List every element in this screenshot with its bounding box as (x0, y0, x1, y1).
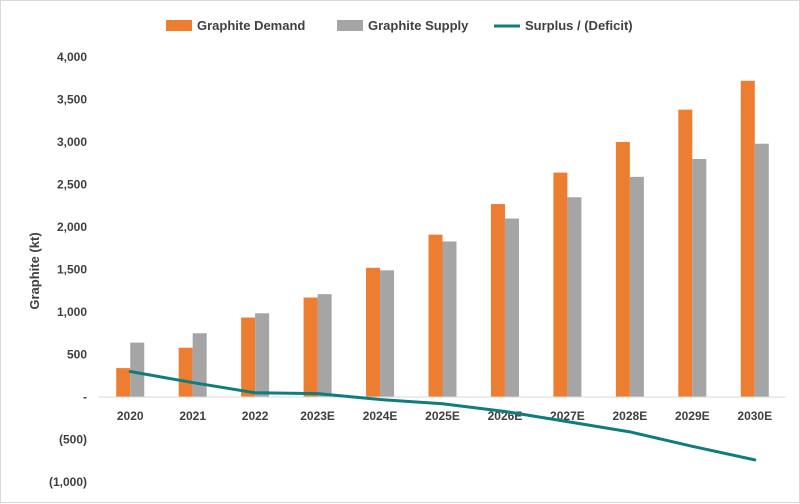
bar-supply (380, 270, 395, 397)
x-tick-label: 2024E (363, 409, 398, 423)
bar-demand (490, 204, 505, 397)
x-tick-label: 2021 (179, 409, 206, 423)
bar-demand (740, 80, 755, 398)
bar-demand (553, 172, 568, 397)
legend-label-supply: Graphite Supply (368, 18, 469, 33)
y-tick-label: (500) (59, 433, 87, 447)
surplus-deficit-line (128, 370, 757, 462)
legend: Graphite Demand Graphite Supply Surplus … (166, 18, 633, 33)
bar-demand (303, 297, 318, 397)
y-axis-ticks: (1,000) (500) - 500 1,000 1,500 2,000 2,500 3,00… (49, 50, 87, 489)
y-tick-label: (1,000) (49, 475, 87, 489)
bars (116, 80, 769, 398)
x-tick-label: 2028E (613, 409, 648, 423)
bar-supply (442, 241, 457, 397)
y-tick-label: 2,000 (57, 220, 87, 234)
x-axis-ticks: 2020 2021 2022 2023E 2024E 2025E 2026E 2027E 202… (117, 409, 772, 423)
bar-demand (241, 317, 256, 397)
legend-label-surplus: Surplus / (Deficit) (525, 18, 633, 33)
y-tick-label: 1,000 (57, 305, 87, 319)
x-tick-label: 2029E (675, 409, 710, 423)
bar-demand (428, 234, 443, 397)
bar-supply (192, 333, 207, 397)
bar-demand (116, 368, 131, 397)
bar-supply (629, 176, 644, 397)
legend-swatch-demand (166, 20, 192, 31)
bar-demand (615, 142, 630, 397)
bar-supply (130, 342, 145, 397)
bar-supply (317, 294, 332, 397)
bar-demand (678, 109, 693, 397)
bar-supply (754, 143, 769, 397)
bar-supply (692, 159, 707, 397)
x-tick-label: 2023E (300, 409, 335, 423)
y-tick-label: 500 (67, 348, 87, 362)
y-tick-label: - (83, 390, 87, 404)
legend-label-demand: Graphite Demand (197, 18, 305, 33)
x-tick-label: 2030E (737, 409, 772, 423)
bar-supply (255, 313, 270, 397)
y-tick-label: 3,000 (57, 135, 87, 149)
y-tick-label: 4,000 (57, 50, 87, 64)
x-tick-label: 2020 (117, 409, 144, 423)
x-tick-label: 2022 (242, 409, 269, 423)
surplus-line-layer (128, 370, 757, 462)
legend-swatch-supply (337, 20, 363, 31)
y-axis-title: Graphite (kt) (27, 232, 42, 309)
y-tick-label: 1,500 (57, 263, 87, 277)
y-tick-label: 3,500 (57, 93, 87, 107)
bar-supply (567, 197, 582, 397)
bar-demand (366, 267, 381, 397)
bar-supply (504, 218, 519, 397)
y-tick-label: 2,500 (57, 178, 87, 192)
x-tick-label: 2025E (425, 409, 460, 423)
bar-demand (178, 347, 193, 397)
